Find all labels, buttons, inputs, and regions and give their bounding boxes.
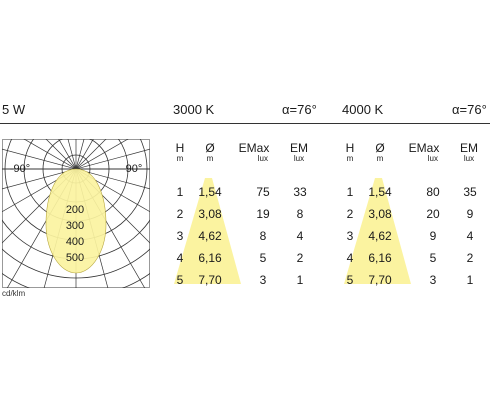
t1-beam-cone bbox=[174, 178, 241, 284]
table2-row-3-em: 4 bbox=[466, 229, 474, 243]
t2-beam-cone bbox=[344, 178, 411, 284]
table1-row-2-d: 3,08 bbox=[198, 207, 222, 221]
t1-cone-shape bbox=[174, 178, 241, 284]
table1-row-3-em: 4 bbox=[296, 229, 304, 243]
t1-header-em: EM lux bbox=[290, 141, 308, 163]
beam-shape bbox=[46, 169, 106, 273]
table1-row-1-emax: 75 bbox=[256, 185, 270, 199]
table1-row-2-em: 8 bbox=[296, 207, 304, 221]
table2-row-3-h: 3 bbox=[346, 229, 354, 243]
color-temp-4000: 4000 K bbox=[342, 102, 384, 117]
table1-row-4-d: 6,16 bbox=[198, 251, 222, 265]
table2-row-4-d: 6,16 bbox=[368, 251, 392, 265]
t1-header-emax: EMax lux bbox=[238, 141, 270, 163]
table1-row-2-emax: 19 bbox=[256, 207, 270, 221]
table1-row-5-emax: 3 bbox=[259, 273, 267, 287]
table1-row-1-h: 1 bbox=[176, 185, 184, 199]
table2-row-5-d: 7,70 bbox=[368, 273, 392, 287]
table1-row-5-h: 5 bbox=[176, 273, 184, 287]
table2-row-1-h: 1 bbox=[346, 185, 354, 199]
intensity-label-300: 300 bbox=[66, 220, 84, 232]
table2-row-4-emax: 5 bbox=[429, 251, 437, 265]
table2-row-3-emax: 9 bbox=[429, 229, 437, 243]
polar-diagram: -90° 90° 200 300 400 500 bbox=[2, 139, 150, 288]
power-label: 5 W bbox=[2, 102, 26, 117]
beam-angle-4000: α=76° bbox=[452, 102, 487, 117]
table1-row-2-h: 2 bbox=[176, 207, 184, 221]
polar-grid-overlay bbox=[45, 168, 107, 274]
beam-angle-3000: α=76° bbox=[282, 102, 317, 117]
intensity-label-400: 400 bbox=[66, 236, 84, 248]
color-temp-3000: 3000 K bbox=[173, 102, 215, 117]
table2-row-1-emax: 80 bbox=[426, 185, 440, 199]
table1-row-3-emax: 8 bbox=[259, 229, 267, 243]
table2-row-1-d: 1,54 bbox=[368, 185, 392, 199]
table2-row-5-em: 1 bbox=[466, 273, 474, 287]
angle-right-label: 90° bbox=[126, 163, 143, 175]
table2-row-4-em: 2 bbox=[466, 251, 474, 265]
table2-row-1-em: 35 bbox=[463, 185, 477, 199]
table2-row-4-h: 4 bbox=[346, 251, 354, 265]
table1-row-5-em: 1 bbox=[296, 273, 304, 287]
beam-outline bbox=[45, 168, 107, 274]
table1-row-3-d: 4,62 bbox=[198, 229, 222, 243]
table2-row-2-h: 2 bbox=[346, 207, 354, 221]
header-divider bbox=[0, 123, 490, 124]
intensity-unit: cd/klm bbox=[2, 289, 26, 298]
angle-left-label: -90° bbox=[10, 163, 30, 175]
table2-row-2-d: 3,08 bbox=[368, 207, 392, 221]
table1-row-4-em: 2 bbox=[296, 251, 304, 265]
t2-cone-shape bbox=[344, 178, 411, 284]
intensity-label-500: 500 bbox=[66, 252, 84, 264]
table1-row-1-em: 33 bbox=[293, 185, 307, 199]
table2-row-3-d: 4,62 bbox=[368, 229, 392, 243]
table1-row-4-emax: 5 bbox=[259, 251, 267, 265]
t2-header-em: EM lux bbox=[460, 141, 478, 163]
table2-row-2-em: 9 bbox=[466, 207, 474, 221]
table2-row-2-emax: 20 bbox=[426, 207, 440, 221]
table2-row-5-emax: 3 bbox=[429, 273, 437, 287]
table2-row-5-h: 5 bbox=[346, 273, 354, 287]
table1-row-3-h: 3 bbox=[176, 229, 184, 243]
intensity-label-200: 200 bbox=[66, 204, 84, 216]
table1-row-1-d: 1,54 bbox=[198, 185, 222, 199]
table1-row-4-h: 4 bbox=[176, 251, 184, 265]
t2-header-emax: EMax lux bbox=[408, 141, 440, 163]
table1-row-5-d: 7,70 bbox=[198, 273, 222, 287]
